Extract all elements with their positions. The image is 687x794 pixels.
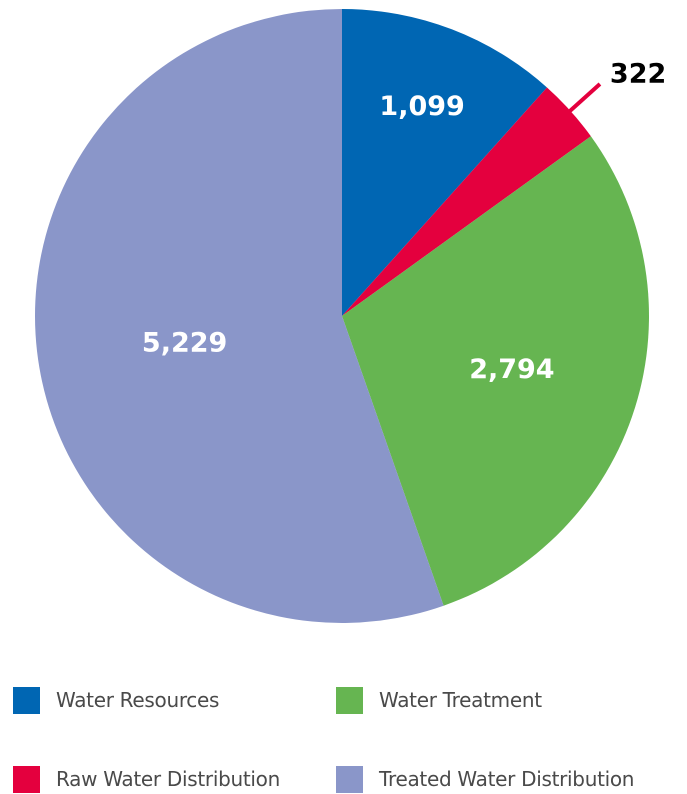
data-label-raw-water-distribution: 322 [610, 59, 666, 90]
legend-swatch-raw-water-distribution [13, 765, 40, 793]
legend-label: Water Treatment [379, 688, 542, 712]
legend-item-water-resources: Water Resources [13, 685, 219, 715]
legend-label: Raw Water Distribution [56, 767, 280, 791]
pie-slice-water-resources [342, 9, 547, 316]
legend-swatch-water-resources [13, 686, 40, 714]
pie-chart: 1,099 322 2,794 5,229 [34, 9, 666, 623]
legend-label: Water Resources [56, 688, 220, 712]
pie-slice-raw-water-distribution [342, 87, 591, 316]
pie-labels: 1,099 322 2,794 5,229 [142, 59, 666, 385]
data-label-treated-water-distribution: 5,229 [142, 327, 227, 358]
data-label-water-resources: 1,099 [379, 91, 464, 122]
legend-swatch-water-treatment [336, 686, 363, 714]
legend-item-treated-water-distribution: Treated Water Distribution [336, 764, 634, 794]
pie-slices [34, 9, 649, 623]
callout-line-raw-water-distribution [541, 82, 602, 137]
pie-slice-treated-water-distribution [34, 9, 444, 623]
legend-label: Treated Water Distribution [379, 767, 635, 791]
legend: Water Resources Water Treatment Raw Wate… [0, 660, 687, 794]
pie-slice-water-treatment [342, 136, 649, 606]
legend-item-water-treatment: Water Treatment [336, 685, 542, 715]
legend-swatch-treated-water-distribution [336, 765, 363, 793]
data-label-water-treatment: 2,794 [469, 354, 554, 385]
legend-item-raw-water-distribution: Raw Water Distribution [13, 764, 280, 794]
